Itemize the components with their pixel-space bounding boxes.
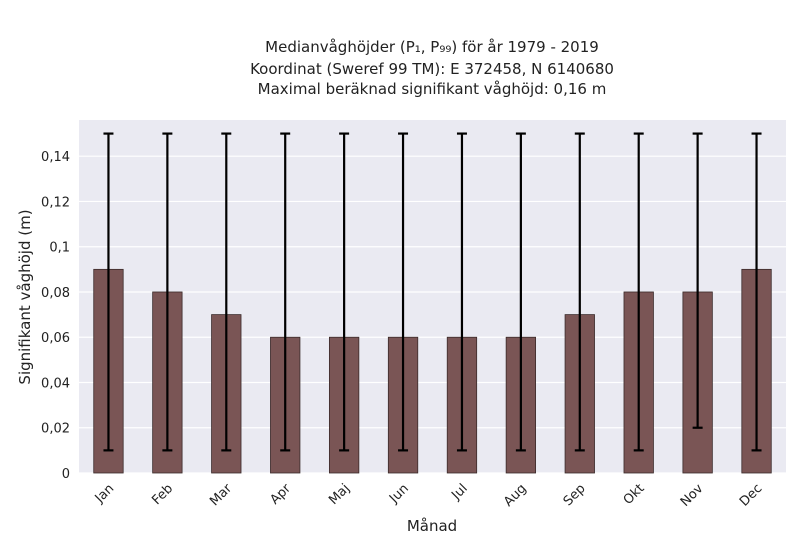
chart-title: Medianvåghöjder (P₁, P₉₉) för år 1979 - … — [250, 38, 614, 98]
error-bar — [456, 132, 467, 452]
x-tick-label: Okt — [621, 481, 648, 508]
error-bar — [574, 132, 585, 452]
y-axis-ticks: 0 0,02 0,04 0,06 0,08 0,1 0,12 0,14 — [41, 150, 70, 482]
error-bar — [751, 132, 762, 452]
x-tick-label: Feb — [149, 481, 176, 508]
x-tick-label: Jun — [386, 481, 412, 507]
x-tick-label: Apr — [268, 481, 295, 508]
x-tick-label: Dec — [737, 481, 765, 509]
y-tick-label: 0,04 — [41, 376, 70, 391]
error-bar — [162, 132, 173, 452]
x-tick-label: Mar — [207, 481, 235, 509]
error-bars — [103, 132, 762, 452]
x-axis-ticks: Jan Feb Mar Apr Maj Jun Jul Aug Sep Okt Nov Dec — [92, 481, 766, 510]
error-bar — [339, 132, 350, 452]
y-tick-label: 0,1 — [49, 241, 70, 256]
chart-title-line-1: Medianvåghöjder (P₁, P₉₉) för år 1979 - … — [265, 38, 599, 56]
error-bar — [398, 132, 409, 452]
y-tick-label: 0,02 — [41, 422, 70, 437]
y-tick-label: 0,14 — [41, 150, 70, 165]
error-bar — [103, 132, 114, 452]
chart-title-line-2: Koordinat (Sweref 99 TM): E 372458, N 61… — [250, 60, 614, 78]
y-tick-label: 0,12 — [41, 195, 70, 210]
error-bar — [221, 132, 232, 452]
x-tick-label: Sep — [561, 481, 589, 509]
x-tick-label: Maj — [326, 481, 353, 508]
x-tick-label: Aug — [501, 481, 530, 510]
y-tick-label: 0,08 — [41, 286, 70, 301]
error-bar — [280, 132, 291, 452]
x-axis-label: Månad — [407, 517, 457, 535]
error-bar — [515, 132, 526, 452]
chart-title-line-3: Maximal beräknad signifikant våghöjd: 0,… — [258, 80, 607, 98]
x-tick-label: Nov — [678, 481, 707, 510]
y-tick-label: 0,06 — [41, 331, 70, 346]
x-tick-label: Jul — [448, 481, 470, 503]
error-bar — [633, 132, 644, 452]
x-tick-label: Jan — [92, 481, 117, 506]
y-tick-label: 0 — [62, 467, 70, 482]
plot-area — [79, 120, 786, 473]
y-axis-label: Signifikant våghöjd (m) — [16, 209, 34, 384]
grid-lines — [79, 155, 786, 474]
error-bar — [692, 132, 703, 429]
